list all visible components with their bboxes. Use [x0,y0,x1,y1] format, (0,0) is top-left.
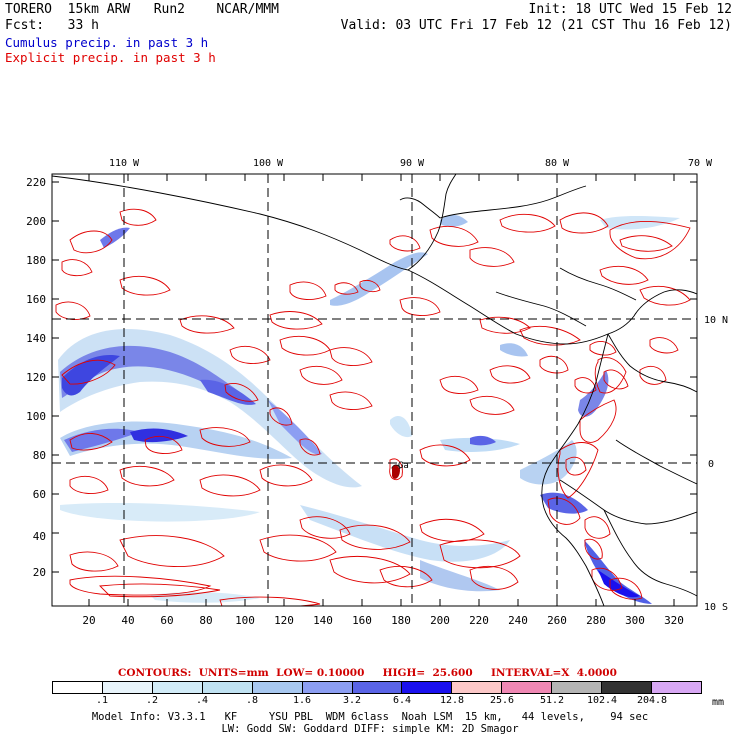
color-bar-swatch [552,682,603,693]
x-tick-label: 100 [235,614,255,627]
x-tick-label: 300 [625,614,645,627]
lat-label-10s: 10 S [704,602,728,613]
x-tick-label: 120 [274,614,294,627]
color-bar-label: 1.6 [292,695,312,706]
y-tick-label: 220 [26,176,46,189]
x-tick-label: 60 [160,614,173,627]
color-bar-units: mm [712,697,725,708]
color-bar-label: .8 [245,695,259,706]
x-tick-label: 140 [313,614,333,627]
explicit-precip-contours [55,208,691,606]
y-tick-label: 180 [26,254,46,267]
lat-label-10n: 10 N [704,315,728,326]
cumulus-legend: Cumulus precip. in past 3 h [5,35,209,50]
x-tick-label: 40 [121,614,134,627]
axis-ticks [52,174,697,606]
lon-label-110w: 110 W [109,158,140,169]
galapagos-marker [392,465,400,479]
color-bar-label: 204.8 [636,695,668,706]
color-bar-label: .2 [145,695,159,706]
x-tick-label: 320 [664,614,684,627]
y-tick-label: 100 [26,410,46,423]
forecast-hour: Fcst: 33 h [5,18,99,33]
lon-label-80w: 80 W [545,158,570,169]
coastlines [52,174,697,606]
lon-label-70w: 70 W [688,158,713,169]
cumulus-precip-shading [58,214,680,604]
map-content [52,174,697,606]
color-bar-swatch [152,682,203,693]
lat-lon-grid [52,174,697,606]
x-tick-label: 80 [199,614,212,627]
x-tick-label: 180 [391,614,411,627]
x-tick-label: 20 [82,614,95,627]
init-time: Init: 18 UTC Wed 15 Feb 12 [528,2,733,17]
color-bar-swatch [102,682,153,693]
color-bar [52,681,702,694]
color-bar-label: 51.2 [539,695,565,706]
color-bar-label: 3.2 [342,695,362,706]
model-title: TORERO 15km ARW Run2 NCAR/MMM [5,2,279,17]
color-bar-swatch [402,682,453,693]
lon-label-100w: 100 W [253,158,284,169]
x-tick-label: 280 [586,614,606,627]
x-tick-label: 240 [508,614,528,627]
color-bar-swatch [302,682,353,693]
y-tick-label: 120 [26,371,46,384]
y-tick-label: 160 [26,293,46,306]
y-tick-label: 60 [33,488,46,501]
color-bar-swatch [252,682,303,693]
lon-label-90w: 90 W [400,158,425,169]
color-bar-label: .1 [95,695,109,706]
color-bar-swatch [502,682,553,693]
x-tick-label: 220 [469,614,489,627]
galapagos-label: Ga [398,461,409,471]
y-tick-label: 140 [26,332,46,345]
x-tick-label: 260 [547,614,567,627]
color-bar-swatch [352,682,403,693]
color-bar-label: 12.8 [439,695,465,706]
color-bar-label: 6.4 [392,695,412,706]
model-info: Model Info: V3.3.1 KF YSU PBL WDM 6class… [91,711,649,723]
map-frame [51,173,698,607]
color-bar-label: 25.6 [489,695,515,706]
x-tick-label: 200 [430,614,450,627]
color-bar-swatch [53,682,103,693]
color-bar-label: .4 [195,695,209,706]
y-tick-label: 200 [26,215,46,228]
y-tick-label: 40 [33,530,46,543]
color-bar-swatch [452,682,503,693]
x-tick-label: 160 [352,614,372,627]
physics-info: LW: Godd SW: Goddard DIFF: simple KM: 2D… [221,723,519,735]
y-tick-label: 80 [33,449,46,462]
color-bar-swatch [602,682,653,693]
contour-info: CONTOURS: UNITS=mm LOW= 0.10000 HIGH= 25… [118,667,617,679]
color-bar-swatch [652,682,701,693]
color-bar-label: 102.4 [586,695,618,706]
valid-time: Valid: 03 UTC Fri 17 Feb 12 (21 CST Thu … [340,18,732,33]
y-tick-label: 20 [33,566,46,579]
color-bar-swatch [202,682,253,693]
explicit-legend: Explicit precip. in past 3 h [5,50,216,65]
lat-label-0: 0 [708,459,714,470]
